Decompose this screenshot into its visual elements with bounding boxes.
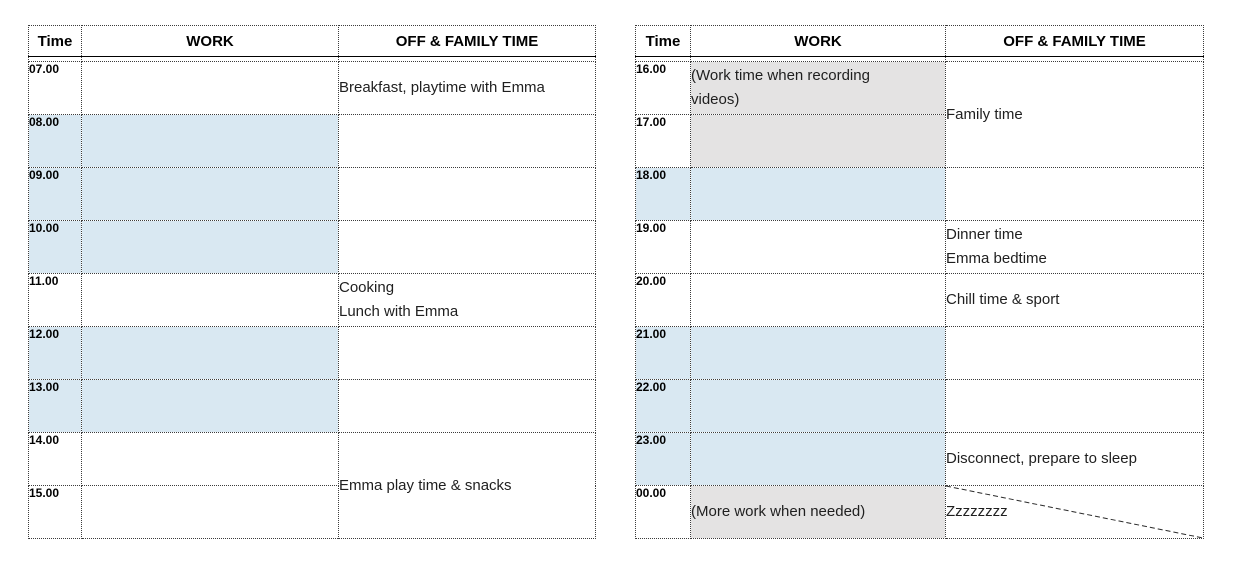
work-cell: [81, 485, 339, 539]
schedule-table-evening: Time WORK OFF & FAMILY TIME 16.00 (Work …: [635, 25, 1204, 539]
off-cell: [338, 220, 596, 274]
time-cell: 21.00: [635, 326, 691, 380]
table-row: 08.00: [28, 114, 596, 168]
work-cell: [81, 432, 339, 486]
off-cell-line: Lunch with Emma: [339, 303, 459, 320]
work-cell: [690, 432, 946, 486]
time-cell: 10.00: [28, 220, 82, 274]
table-row: 20.00 Chill time & sport: [635, 273, 1204, 327]
time-cell: 08.00: [28, 114, 82, 168]
table-row: 23.00 Disconnect, prepare to sleep: [635, 432, 1204, 486]
header-cell-work: WORK: [81, 25, 339, 57]
work-cell: [690, 379, 946, 433]
off-cell: [338, 114, 596, 168]
header-cell-off: OFF & FAMILY TIME: [945, 25, 1204, 57]
table-row: 12.00: [28, 326, 596, 380]
off-cell-merged: Emma play time & snacks: [338, 432, 596, 539]
table-row: 15.00: [28, 485, 596, 539]
work-cell: [81, 114, 339, 168]
header-cell-time: Time: [28, 25, 82, 57]
off-cell: Chill time & sport: [945, 273, 1204, 327]
off-cell: [338, 379, 596, 433]
table-row: 10.00: [28, 220, 596, 274]
off-cell: [338, 167, 596, 221]
work-cell: [81, 167, 339, 221]
time-cell: 11.00: [28, 273, 82, 327]
time-cell: 18.00: [635, 167, 691, 221]
time-cell: 17.00: [635, 114, 691, 168]
work-cell: [81, 273, 339, 327]
header-row: Time WORK OFF & FAMILY TIME: [635, 25, 1204, 57]
time-cell: 09.00: [28, 167, 82, 221]
work-cell: [690, 167, 946, 221]
work-cell: [690, 326, 946, 380]
header-cell-time: Time: [635, 25, 691, 57]
work-cell: [690, 220, 946, 274]
table-row: 22.00: [635, 379, 1204, 433]
table-row: 18.00: [635, 167, 1204, 221]
off-cell-merged: Family time: [945, 61, 1204, 168]
time-cell: 13.00: [28, 379, 82, 433]
work-cell: (Work time when recording videos): [690, 61, 946, 115]
table-row: 17.00: [635, 114, 1204, 168]
header-cell-off: OFF & FAMILY TIME: [338, 25, 596, 57]
header-row: Time WORK OFF & FAMILY TIME: [28, 25, 596, 57]
time-cell: 16.00: [635, 61, 691, 115]
time-cell: 12.00: [28, 326, 82, 380]
table-row: 19.00 Dinner time Emma bedtime: [635, 220, 1204, 274]
off-cell: [945, 379, 1204, 433]
time-cell: 14.00: [28, 432, 82, 486]
table-row: 11.00 Cooking Lunch with Emma: [28, 273, 596, 327]
work-cell: (More work when needed): [690, 485, 946, 539]
work-cell: [81, 220, 339, 274]
off-cell: Breakfast, playtime with Emma: [338, 61, 596, 115]
work-cell: [81, 326, 339, 380]
off-cell-line: Dinner time: [946, 226, 1023, 243]
table-row: 14.00 Emma play time & snacks: [28, 432, 596, 539]
work-cell-text: (Work time when recording videos): [691, 67, 870, 108]
off-cell: [945, 326, 1204, 380]
table-row: 16.00 (Work time when recording videos) …: [635, 61, 1204, 168]
off-cell: [945, 167, 1204, 221]
time-cell: 23.00: [635, 432, 691, 486]
time-cell: 20.00: [635, 273, 691, 327]
time-cell: 15.00: [28, 485, 82, 539]
table-row: 09.00: [28, 167, 596, 221]
off-cell: Disconnect, prepare to sleep: [945, 432, 1204, 486]
work-cell: [81, 61, 339, 115]
off-cell: Zzzzzzzz: [945, 485, 1204, 539]
schedule-table-morning: Time WORK OFF & FAMILY TIME 07.00 Breakf…: [28, 25, 596, 539]
off-cell-line: Emma bedtime: [946, 250, 1047, 267]
off-cell-text: Zzzzzzzz: [946, 503, 1008, 520]
time-cell: 19.00: [635, 220, 691, 274]
work-cell: [81, 379, 339, 433]
time-cell: 22.00: [635, 379, 691, 433]
table-row: 07.00 Breakfast, playtime with Emma: [28, 61, 596, 115]
off-cell: Cooking Lunch with Emma: [338, 273, 596, 327]
time-cell: 00.00: [635, 485, 691, 539]
table-row: 00.00 (More work when needed) Zzzzzzzz: [635, 485, 1204, 539]
work-cell: [690, 114, 946, 168]
table-row: 13.00: [28, 379, 596, 433]
time-cell: 07.00: [28, 61, 82, 115]
off-cell: [338, 326, 596, 380]
work-cell: [690, 273, 946, 327]
off-cell: Dinner time Emma bedtime: [945, 220, 1204, 274]
header-cell-work: WORK: [690, 25, 946, 57]
table-row: 21.00: [635, 326, 1204, 380]
off-cell-line: Cooking: [339, 279, 395, 296]
